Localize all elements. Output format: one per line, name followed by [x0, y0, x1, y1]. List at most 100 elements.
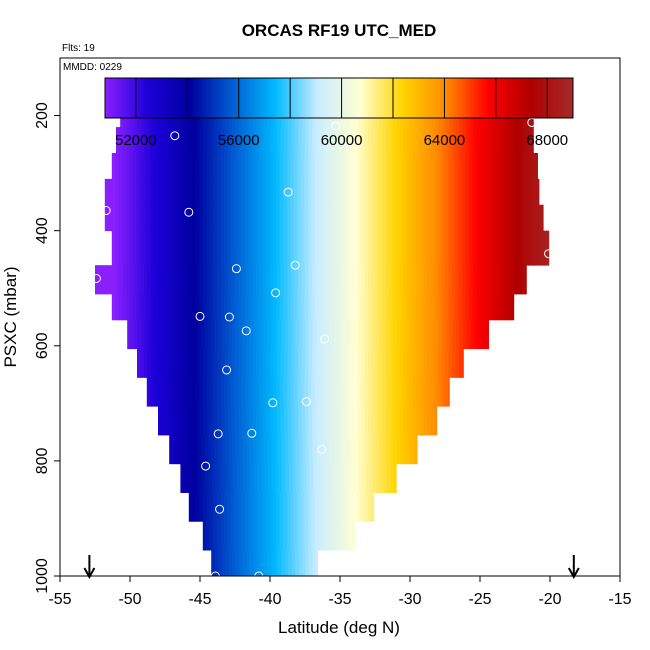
latitude-markers	[83, 555, 580, 580]
heatmap-cell	[297, 293, 302, 321]
heatmap-cell	[409, 152, 414, 180]
heatmap-cell	[482, 293, 487, 321]
heatmap-cell	[148, 118, 153, 128]
heatmap-cell	[336, 127, 341, 154]
heatmap-cell	[157, 293, 162, 321]
heatmap-cell	[437, 178, 442, 206]
heatmap-cell	[307, 204, 312, 232]
heatmap-cell	[115, 293, 120, 321]
heatmap-cell	[321, 230, 326, 266]
heatmap-cell	[325, 492, 330, 522]
heatmap-cell	[466, 265, 471, 295]
heatmap-cell	[169, 434, 174, 465]
heatmap-cell	[239, 118, 244, 128]
heatmap-cell	[249, 118, 254, 128]
heatmap-cell	[160, 178, 165, 206]
heatmap-cell	[388, 152, 393, 180]
heatmap-cell	[487, 265, 492, 295]
heatmap-cell	[216, 521, 221, 551]
heatmap-cell	[195, 178, 200, 206]
heatmap-cell	[322, 348, 327, 378]
heatmap-cell	[227, 521, 232, 551]
heatmap-cell	[276, 293, 281, 321]
heatmap-cell	[249, 265, 254, 295]
heatmap-cell	[528, 204, 533, 232]
heatmap-cell	[263, 434, 268, 465]
heatmap-cell	[475, 178, 480, 206]
heatmap-cell	[221, 319, 226, 350]
heatmap-cell	[253, 550, 258, 576]
heatmap-cell	[360, 377, 365, 407]
heatmap-cell	[393, 118, 398, 128]
heatmap-cell	[500, 230, 505, 266]
heatmap-cell	[270, 265, 275, 295]
heatmap-cell	[210, 127, 215, 154]
heatmap-cell	[220, 293, 225, 321]
heatmap-cell	[452, 127, 457, 154]
heatmap-cell	[203, 406, 208, 436]
heatmap-cell	[225, 319, 230, 350]
heatmap-cell	[342, 492, 347, 522]
heatmap-cell	[252, 127, 257, 154]
heatmap-cell	[277, 127, 282, 154]
heatmap-cell	[281, 550, 286, 576]
heatmap-cell	[256, 434, 261, 465]
heatmap-cell	[274, 319, 279, 350]
heatmap-cell	[218, 434, 223, 465]
heatmap-cell	[137, 118, 142, 128]
heatmap-cell	[354, 319, 359, 350]
heatmap-cell	[356, 204, 361, 232]
heatmap-cell	[164, 230, 169, 266]
heatmap-cell	[430, 204, 435, 232]
heatmap-cell	[489, 230, 494, 266]
heatmap-cell	[285, 463, 290, 493]
heatmap-cell	[287, 265, 292, 295]
heatmap-cell	[105, 265, 110, 295]
heatmap-cell	[507, 293, 512, 321]
heatmap-cell	[413, 127, 418, 154]
heatmap-cell	[312, 118, 317, 128]
heatmap-cell	[402, 204, 407, 232]
heatmap-cell	[118, 230, 123, 266]
heatmap-cell	[220, 492, 225, 522]
heatmap-cell	[270, 348, 275, 378]
heatmap-cell	[417, 118, 422, 128]
sample-point	[320, 334, 330, 344]
heatmap-cell	[260, 118, 265, 128]
heatmap-cell	[407, 319, 412, 350]
heatmap-cell	[132, 178, 137, 206]
heatmap-cell	[164, 204, 169, 232]
heatmap-cell	[311, 521, 316, 551]
heatmap-cell	[340, 434, 345, 465]
heatmap-cell	[440, 204, 445, 232]
heatmap-cell	[455, 265, 460, 295]
heatmap-cell	[409, 230, 414, 266]
heatmap-cell	[300, 377, 305, 407]
heatmap-cell	[225, 463, 230, 493]
heatmap-cell	[353, 521, 356, 551]
heatmap-cell	[398, 293, 403, 321]
heatmap-cell	[204, 434, 209, 465]
heatmap-cell	[390, 463, 395, 493]
heatmap-cell	[336, 348, 341, 378]
heatmap-cell	[416, 293, 421, 321]
heatmap-cell	[519, 118, 524, 128]
heatmap-cell	[521, 230, 526, 266]
heatmap-cell	[116, 127, 121, 154]
heatmap-cell	[307, 492, 312, 522]
heatmap-cell	[410, 319, 415, 350]
x-tick-label: -15	[608, 591, 631, 608]
x-tick-label: -35	[328, 591, 351, 608]
heatmap-cell	[339, 521, 344, 551]
heatmap-cell	[260, 463, 265, 493]
heatmap-cell	[157, 178, 162, 206]
heatmap-cell	[351, 434, 356, 465]
heatmap-cell	[244, 204, 249, 232]
heatmap-cell	[441, 127, 446, 154]
heatmap-cell	[302, 118, 307, 128]
heatmap-cell	[396, 406, 401, 436]
heatmap-cell	[187, 463, 192, 493]
heatmap-cell	[207, 434, 212, 465]
heatmap-cell	[209, 377, 214, 407]
heatmap-cell	[375, 319, 380, 350]
